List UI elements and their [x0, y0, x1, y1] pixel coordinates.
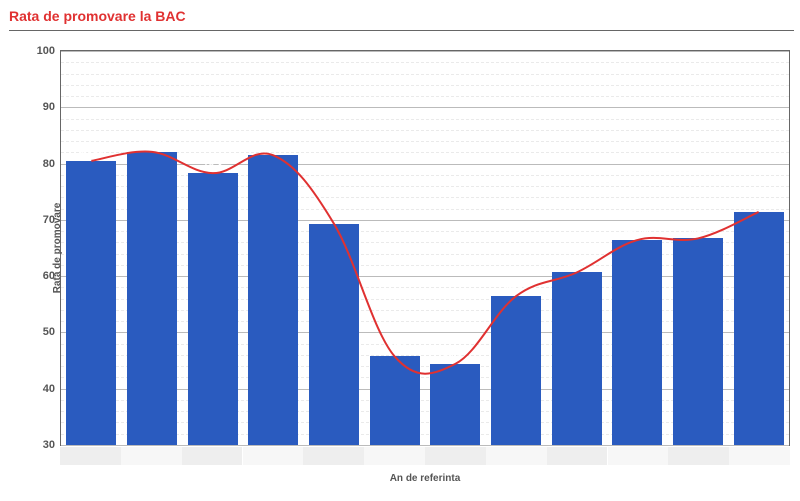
y-axis-title: Rata de promovare — [52, 203, 63, 294]
x-category-band — [364, 447, 425, 465]
x-axis-title: An de referinta — [390, 473, 461, 484]
trend-line — [91, 152, 758, 374]
x-category-band — [486, 447, 547, 465]
y-tick-label: 100 — [37, 45, 61, 57]
plot: 80.4882.0878.381.4769.345.7344.4156.4460… — [60, 50, 790, 446]
x-category-band — [668, 447, 729, 465]
x-category-band — [425, 447, 486, 465]
x-category-band — [121, 447, 182, 465]
chart-container: Rata de promovare la BAC 80.4882.0878.38… — [0, 0, 800, 501]
x-category-band — [608, 447, 669, 465]
x-category-band — [243, 447, 304, 465]
x-category-band — [60, 447, 121, 465]
y-tick-label: 30 — [43, 439, 61, 451]
y-tick-label: 90 — [43, 101, 61, 113]
x-category-band — [182, 447, 243, 465]
y-tick-label: 40 — [43, 383, 61, 395]
x-category-band — [729, 447, 790, 465]
trend-line-overlay — [61, 51, 789, 445]
x-category-band — [303, 447, 364, 465]
title-bar: Rata de promovare la BAC — [9, 8, 794, 31]
gridline-major — [61, 445, 789, 446]
chart-title: Rata de promovare la BAC — [9, 8, 186, 24]
y-tick-label: 50 — [43, 326, 61, 338]
y-tick-label: 80 — [43, 158, 61, 170]
x-category-band — [547, 447, 608, 465]
plot-area: 80.4882.0878.381.4769.345.7344.4156.4460… — [60, 50, 790, 446]
